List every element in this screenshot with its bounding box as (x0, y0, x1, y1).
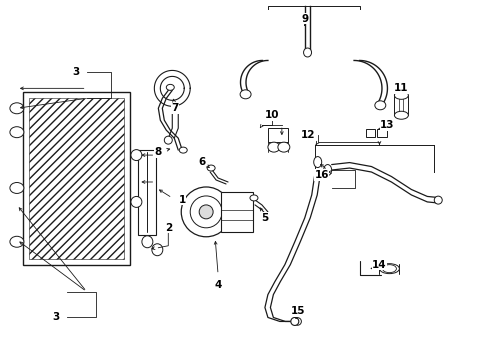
Ellipse shape (131, 150, 142, 161)
Bar (138, 150, 156, 235)
Bar (221, 192, 252, 232)
Text: 13: 13 (379, 120, 394, 130)
Ellipse shape (379, 264, 399, 274)
Ellipse shape (394, 91, 407, 99)
Ellipse shape (166, 84, 174, 90)
Ellipse shape (249, 195, 258, 201)
Text: 15: 15 (290, 306, 305, 316)
Ellipse shape (323, 165, 331, 176)
Text: 2: 2 (164, 223, 172, 233)
Text: 16: 16 (314, 170, 328, 180)
Bar (365, 129, 375, 137)
Bar (23, 92, 130, 265)
Bar (377, 129, 386, 137)
Ellipse shape (374, 101, 385, 110)
Ellipse shape (10, 236, 24, 247)
Ellipse shape (267, 142, 279, 152)
Circle shape (199, 205, 213, 219)
Text: 6: 6 (198, 157, 205, 167)
Text: 7: 7 (171, 103, 179, 113)
Text: 1: 1 (178, 195, 185, 205)
Ellipse shape (313, 157, 321, 167)
Circle shape (181, 187, 230, 237)
Text: 12: 12 (300, 130, 314, 140)
Ellipse shape (142, 236, 153, 248)
Text: 4: 4 (214, 280, 222, 289)
Ellipse shape (207, 165, 215, 171)
Ellipse shape (433, 196, 441, 204)
Text: 14: 14 (371, 260, 386, 270)
Bar (267, 128, 287, 142)
Circle shape (290, 318, 298, 325)
Text: 5: 5 (261, 213, 268, 223)
Ellipse shape (382, 265, 396, 273)
Ellipse shape (240, 90, 250, 99)
Ellipse shape (10, 103, 24, 114)
Text: 10: 10 (264, 110, 279, 120)
Ellipse shape (164, 136, 172, 144)
Ellipse shape (179, 147, 187, 153)
Bar (29, 98, 124, 259)
Ellipse shape (10, 127, 24, 138)
Ellipse shape (277, 142, 289, 152)
Ellipse shape (131, 197, 142, 207)
Ellipse shape (394, 111, 407, 119)
Text: 9: 9 (301, 14, 308, 24)
Text: 8: 8 (154, 147, 162, 157)
Ellipse shape (152, 244, 163, 256)
Bar (394, 95, 407, 115)
Text: 3: 3 (52, 312, 59, 323)
Text: 3: 3 (72, 67, 79, 77)
Circle shape (190, 196, 222, 228)
Circle shape (293, 318, 301, 325)
Ellipse shape (303, 48, 311, 57)
Ellipse shape (10, 183, 24, 193)
Text: 11: 11 (393, 84, 408, 93)
